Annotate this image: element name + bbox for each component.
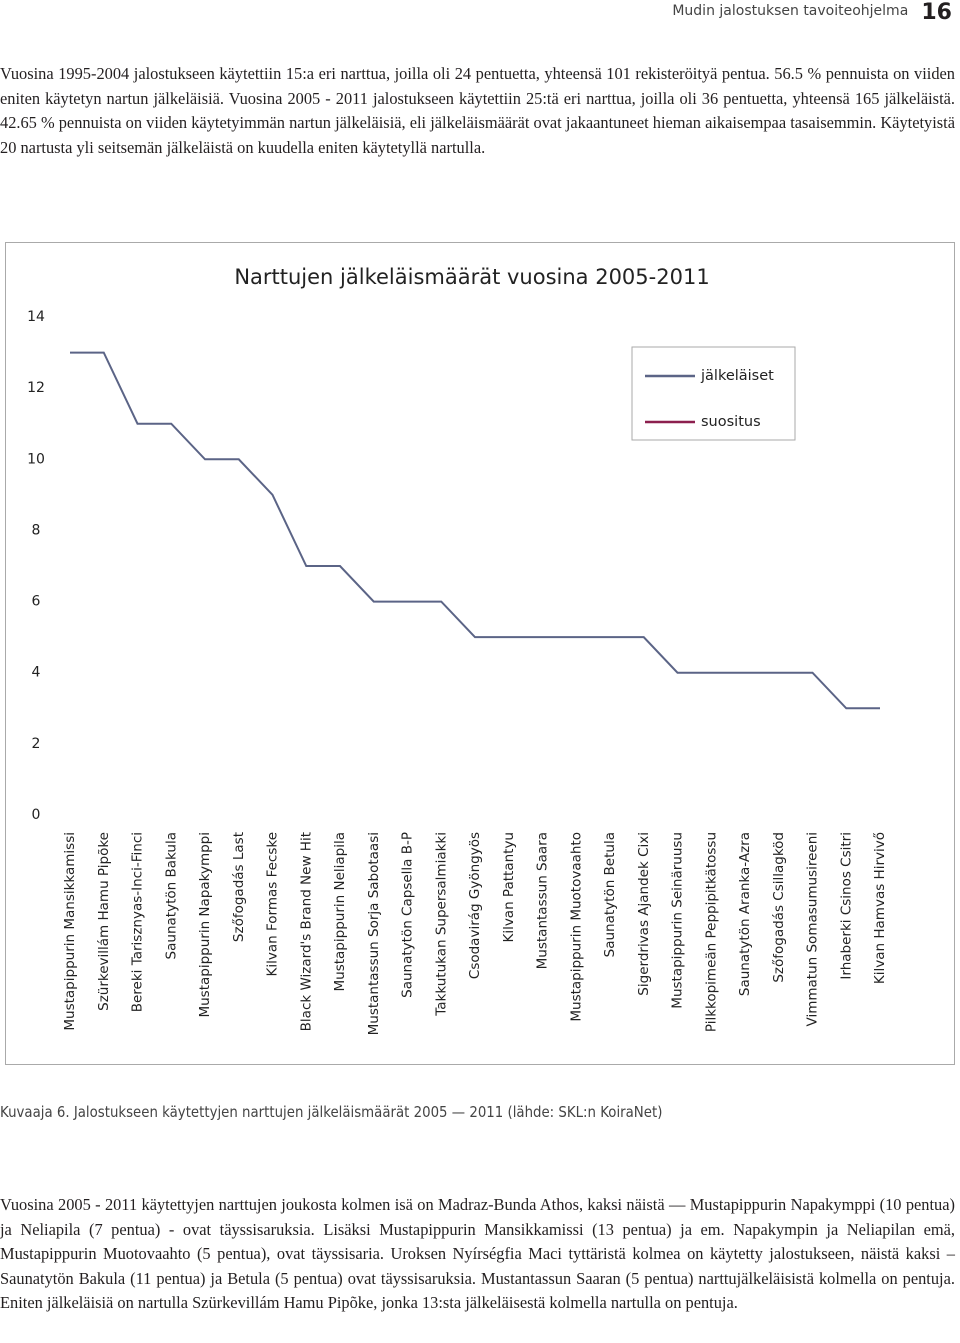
y-tick-label: 6 [32, 594, 41, 610]
paragraph: Vuosina 2005 - 2011 käytettyjen narttuje… [0, 1195, 955, 1312]
legend-label: jälkeläiset [700, 368, 774, 384]
x-tick-label: Mustapippurin Mansikkamissi [62, 832, 78, 1031]
x-tick-label: Szőfogadás Last [231, 832, 247, 942]
x-tick-label: Mustapippurin Seinäruusu [670, 832, 686, 1009]
x-tick-label: Saunatytön Aranka-Azra [737, 832, 753, 996]
header: Mudin jalostuksen tavoiteohjelma 16 [672, 0, 952, 25]
x-tick-label: Takkutukan Supersalmiakki [433, 832, 449, 1017]
y-tick-label: 4 [32, 665, 41, 681]
chart-title: Narttujen jälkeläismäärät vuosina 2005-2… [234, 265, 709, 289]
x-tick-label: Szürkevillám Hamu Pipõke [96, 832, 112, 1011]
x-tick-label: Saunatytön Betula [602, 832, 618, 957]
y-tick-label: 10 [27, 451, 45, 467]
x-tick-label: Irhaberki Csinos Csitri [838, 832, 854, 980]
line-series [70, 351, 880, 710]
x-tick-label: Mustantassun Saara [535, 832, 551, 969]
legend-label: suositus [701, 414, 761, 430]
x-tick-label: Csodavirág Gyöngyös [467, 832, 483, 979]
page-number: 16 [921, 0, 952, 25]
chart: Narttujen jälkeläismäärät vuosina 2005-2… [5, 242, 955, 1065]
x-tick-label: Saunatytön Bakula [163, 832, 179, 959]
y-tick-label: 2 [32, 736, 41, 752]
y-tick-label: 14 [27, 309, 45, 325]
y-tick-label: 8 [32, 522, 41, 538]
paragraph: Vuosina 1995-2004 jalostukseen käytettii… [0, 64, 955, 157]
x-tick-label: Mustapippurin Muotovaahto [568, 832, 584, 1022]
x-tick-label: Bereki Tarisznyas-Inci-Finci [130, 832, 146, 1012]
y-tick-label: 0 [32, 807, 41, 823]
x-tick-label: Mustantassun Sorja Sabotaasi [366, 832, 382, 1035]
x-tick-label: Saunatytön Capsella B-P [400, 832, 416, 998]
x-tick-label: Kilvan Pattantyu [501, 832, 517, 943]
x-tick-label: Mustapippurin Neliapila [332, 832, 348, 992]
x-tick-label: Szőfogadás Csillagköd [771, 832, 787, 983]
chart-frame [5, 242, 955, 1065]
caption: Kuvaaja 6. Jalostukseen käytettyjen nart… [0, 1103, 663, 1121]
legend-box [631, 346, 796, 441]
x-tick-label: Kilvan Hamvas Hirvivő [872, 832, 888, 984]
x-tick-label: Pilkkopimeän Peppipitkätossu [703, 832, 719, 1032]
y-tick-label: 12 [27, 380, 45, 396]
header-title: Mudin jalostuksen tavoiteohjelma [672, 3, 909, 19]
x-tick-label: Vimmatun Somasumusireeni [805, 832, 821, 1026]
x-tick-label: Sigerdrivas Ajandek Cixi [636, 832, 652, 996]
x-tick-label: Black Wizard's Brand New Hit [298, 832, 314, 1031]
x-tick-label: Mustapippurin Napakymppi [197, 832, 213, 1018]
x-tick-label: Kilvan Formas Fecske [265, 832, 281, 977]
